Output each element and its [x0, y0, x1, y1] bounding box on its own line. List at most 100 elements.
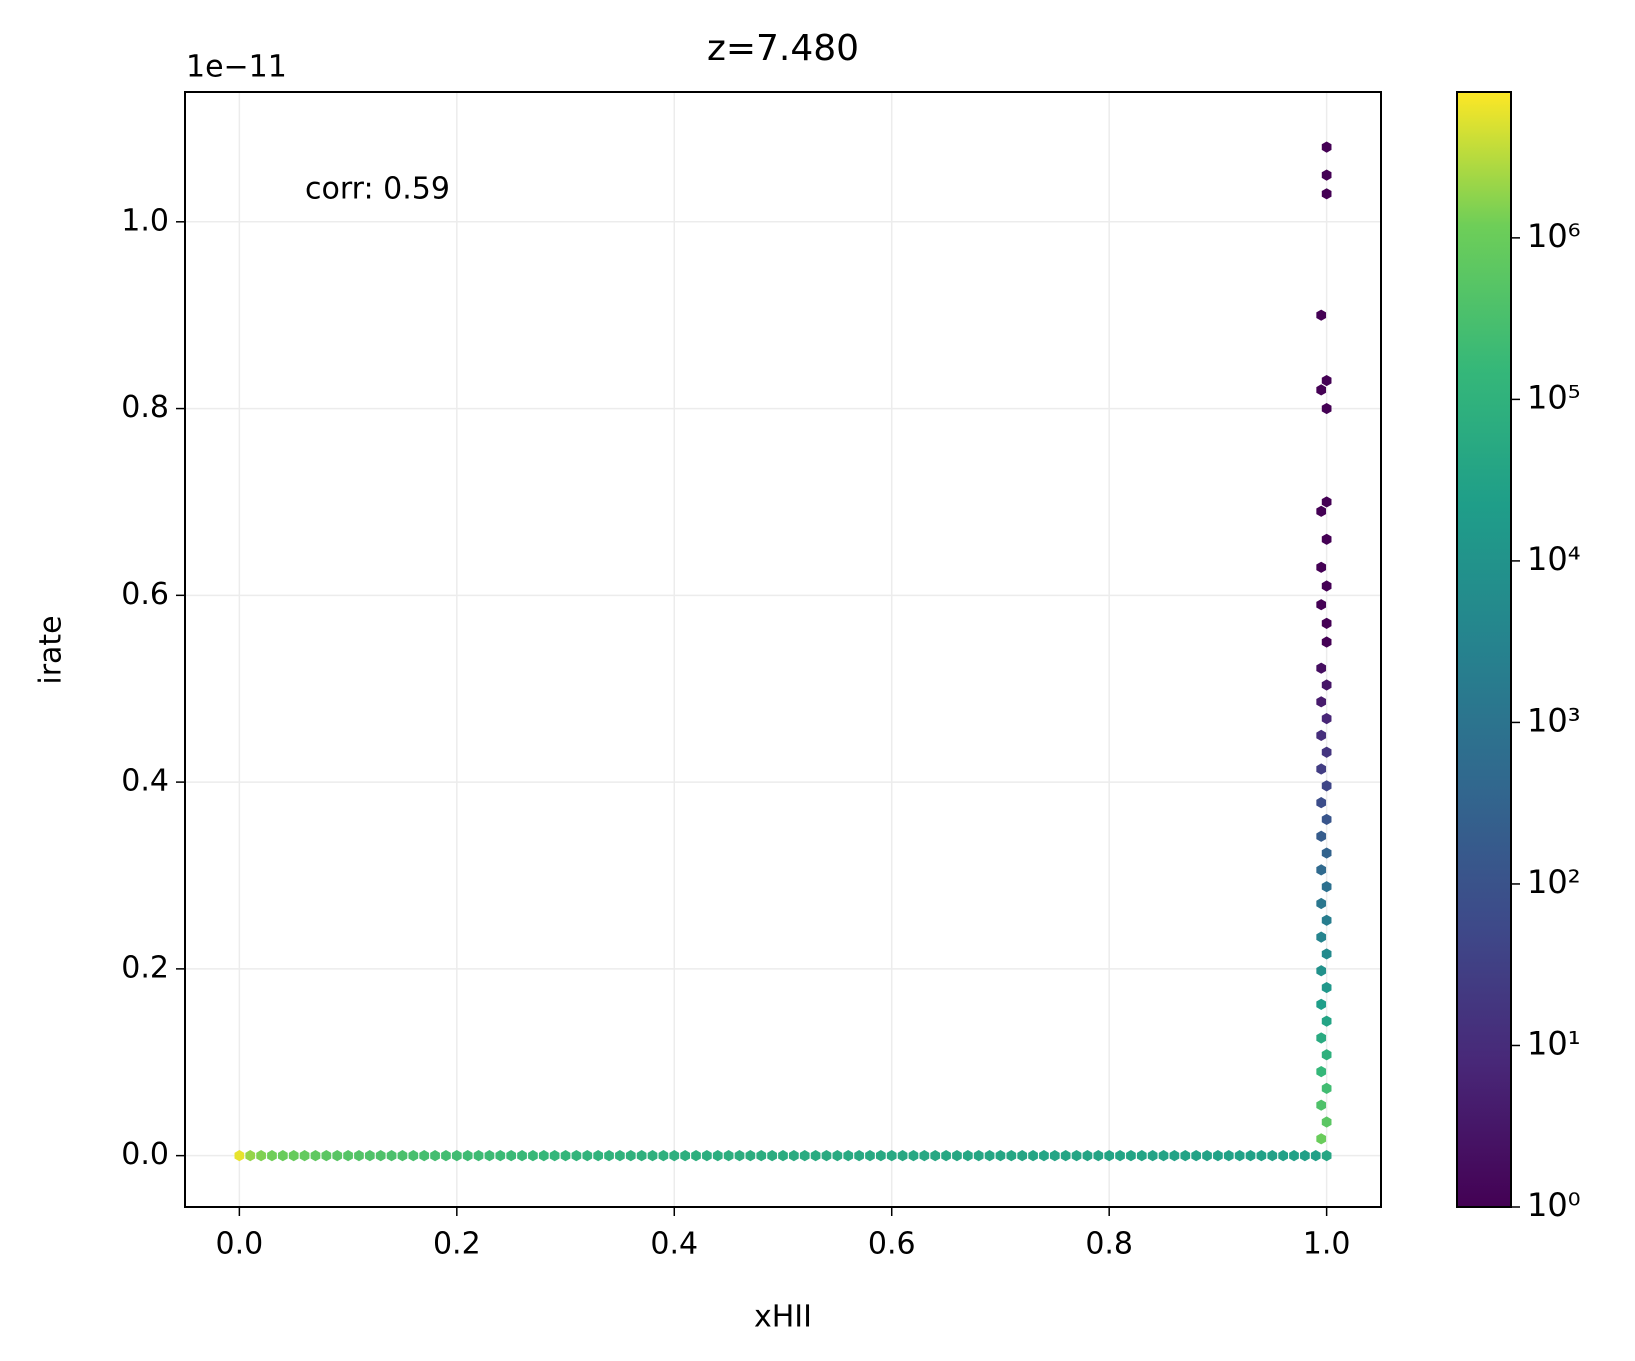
hex-bin [636, 1150, 647, 1162]
hex-bin [865, 1150, 875, 1162]
hex-bin [1060, 1150, 1071, 1162]
hex-bin [408, 1150, 419, 1162]
hex-bin [1316, 965, 1327, 977]
hex-bin [386, 1150, 397, 1162]
hex-bin [397, 1150, 408, 1162]
hex-bin [267, 1150, 277, 1162]
hex-bin [1289, 1150, 1299, 1162]
colorbar-tick-label: 10² [1527, 863, 1581, 901]
y-tick-label: 0.8 [121, 390, 169, 425]
colorbar-tick-label: 10⁶ [1527, 217, 1581, 255]
hex-bin [919, 1150, 930, 1162]
hex-bin [1278, 1150, 1288, 1162]
hex-bin [549, 1150, 560, 1162]
colorbar-tick-label: 10³ [1527, 701, 1581, 739]
hex-bin [1316, 599, 1327, 611]
hex-bin [506, 1150, 517, 1162]
colorbar-tick-label: 10¹ [1527, 1024, 1581, 1062]
hex-bin [1316, 830, 1327, 842]
hex-bin [702, 1150, 712, 1162]
hex-bin [1321, 533, 1332, 545]
hex-bin [604, 1150, 614, 1162]
hex-bin [462, 1150, 473, 1162]
hex-bin [1191, 1150, 1202, 1162]
hex-bin [375, 1150, 386, 1162]
hex-bin [364, 1150, 375, 1162]
hex-bin [1321, 496, 1332, 508]
hex-bin [832, 1150, 843, 1162]
y-tick-label: 0.4 [121, 764, 169, 799]
hex-bin [1316, 864, 1327, 876]
hex-bin [789, 1150, 799, 1162]
hex-bin [1169, 1150, 1180, 1162]
hex-bin [1321, 679, 1332, 691]
hex-bin [1316, 931, 1327, 943]
hex-bin [854, 1150, 864, 1162]
colorbar-tick-label: 10⁴ [1527, 540, 1581, 578]
hex-bin [1093, 1150, 1104, 1162]
hex-bin [1321, 402, 1332, 415]
hex-bin [1316, 1065, 1327, 1078]
hex-bin [1316, 797, 1327, 809]
hex-bin [310, 1150, 321, 1162]
hex-bin [680, 1150, 690, 1162]
hex-bin [1321, 847, 1332, 859]
axes-frame [184, 91, 1382, 1208]
hex-bin [1321, 746, 1332, 758]
hex-bin [484, 1150, 495, 1162]
hex-bin [441, 1150, 451, 1162]
hex-bin [1316, 1099, 1327, 1111]
hex-bin [1115, 1150, 1125, 1162]
hex-bin [1316, 1032, 1327, 1044]
hex-bin [419, 1150, 430, 1162]
hex-bin [1223, 1150, 1234, 1162]
hex-bin [658, 1150, 669, 1162]
grid [185, 92, 1381, 1207]
hexes [234, 141, 1332, 1162]
hex-bin [647, 1150, 658, 1162]
hex-bin [1039, 1150, 1049, 1162]
hex-bin [1321, 1116, 1332, 1128]
hex-bin [876, 1150, 886, 1162]
hex-bin [952, 1150, 962, 1162]
hex-bin [1321, 141, 1332, 153]
hex-bin [1316, 309, 1327, 321]
hex-bin [897, 1150, 908, 1162]
hex-bin [973, 1150, 984, 1162]
hex-bin [723, 1150, 734, 1162]
hex-bin [1071, 1150, 1082, 1162]
hex-bin [582, 1150, 593, 1162]
hex-bin [1006, 1150, 1017, 1162]
hex-bin [843, 1150, 854, 1162]
hex-bin [1234, 1150, 1245, 1162]
hex-bin [756, 1150, 767, 1162]
hex-bin [908, 1150, 919, 1162]
hex-bin [1321, 1150, 1332, 1162]
hex-bin [767, 1150, 777, 1162]
hex-bin [1316, 505, 1327, 517]
hex-bin [1136, 1150, 1147, 1162]
y-offset-label: 1e−11 [186, 50, 287, 85]
hex-bin [1321, 580, 1332, 592]
hex-bin [615, 1150, 625, 1162]
hex-bin [734, 1150, 745, 1162]
hex-bin [712, 1150, 723, 1162]
hex-bin [1321, 1015, 1332, 1027]
hex-bin [810, 1150, 821, 1162]
hex-bin [1028, 1150, 1038, 1162]
hex-bin [1180, 1150, 1191, 1162]
hex-bin [1321, 188, 1332, 200]
hex-bin [245, 1150, 256, 1162]
hex-bin [1316, 763, 1327, 775]
hex-bin [669, 1150, 680, 1162]
hex-bin [1321, 636, 1332, 648]
hex-bin [288, 1150, 299, 1162]
hex-bin [560, 1150, 571, 1162]
hex-bin [1321, 169, 1332, 181]
hex-bin [234, 1150, 245, 1162]
hex-bin [332, 1150, 343, 1162]
hex-bin [1316, 1133, 1327, 1145]
hex-bin [1310, 1150, 1321, 1162]
hex-bin [256, 1150, 266, 1162]
colorbar [1456, 91, 1512, 1208]
